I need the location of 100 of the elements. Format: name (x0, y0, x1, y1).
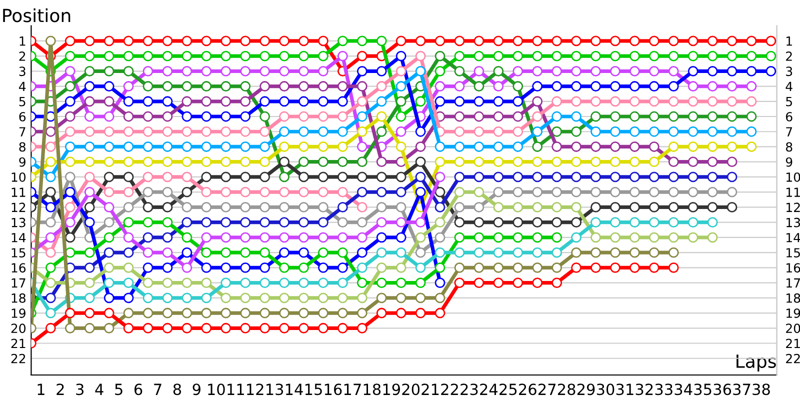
x-tick-label: 36 (714, 384, 732, 396)
point (746, 66, 757, 76)
x-tick-label: 21 (422, 384, 439, 395)
point (279, 262, 290, 273)
point (590, 186, 601, 198)
point (571, 217, 582, 228)
point (201, 126, 212, 137)
point (415, 126, 426, 137)
point (512, 156, 524, 168)
point (318, 96, 328, 107)
point (104, 66, 114, 76)
point (571, 126, 582, 137)
point (104, 262, 114, 273)
point (123, 96, 134, 107)
point (220, 111, 232, 122)
point (415, 36, 426, 46)
point (610, 172, 620, 182)
point (182, 111, 192, 122)
point (396, 292, 406, 304)
point (201, 322, 212, 334)
y2-tick-label: 1 (786, 36, 792, 46)
point (376, 262, 387, 273)
point (707, 126, 718, 137)
point (318, 156, 328, 168)
y-tick-label: 14 (12, 233, 26, 242)
point (707, 50, 718, 62)
point (45, 322, 56, 334)
point (493, 186, 504, 198)
point (688, 96, 698, 107)
point (84, 50, 95, 62)
x-tick-label: 26 (519, 384, 536, 396)
point (182, 278, 192, 288)
point (746, 50, 757, 62)
point (454, 111, 465, 122)
y2-tick-label: 22 (786, 354, 800, 364)
point (552, 142, 562, 152)
point (298, 81, 309, 92)
point (201, 217, 212, 228)
point (142, 66, 154, 76)
point (182, 156, 192, 168)
point (45, 126, 56, 137)
point (396, 262, 406, 273)
point (610, 81, 620, 92)
point (356, 156, 368, 168)
point (454, 50, 465, 62)
x-tick-label: 31 (616, 384, 634, 396)
point (162, 142, 173, 152)
point (298, 202, 309, 212)
point (142, 202, 154, 212)
point (434, 66, 446, 76)
point (434, 172, 446, 182)
point (396, 96, 406, 107)
point (668, 186, 679, 198)
x-tick-label: 38 (752, 384, 770, 396)
point (123, 322, 134, 334)
point (123, 36, 134, 46)
point (142, 111, 154, 122)
point (434, 186, 446, 198)
point (552, 111, 562, 122)
point (610, 186, 620, 198)
point (298, 36, 309, 46)
point (162, 156, 173, 168)
point (142, 232, 154, 243)
y-tick-label: 22 (11, 354, 26, 364)
point (512, 217, 524, 228)
point (552, 156, 562, 168)
point (201, 81, 212, 92)
point (298, 186, 309, 198)
point (64, 202, 76, 212)
point (162, 217, 173, 228)
point (415, 96, 426, 107)
point (532, 156, 543, 168)
point (629, 156, 640, 168)
point (182, 232, 192, 243)
point (279, 36, 290, 46)
point (298, 232, 309, 243)
point (610, 232, 620, 243)
y2-tick-label: 20 (786, 324, 800, 334)
point (668, 247, 679, 258)
x-tick-label: 22 (441, 384, 458, 395)
x-tick-label: 25 (500, 384, 517, 396)
point (726, 186, 738, 198)
point (318, 232, 328, 243)
point (337, 126, 348, 137)
point (64, 232, 76, 243)
point (45, 142, 56, 152)
point (182, 247, 192, 258)
point (182, 292, 192, 304)
y2-tick-label: 8 (786, 142, 792, 152)
point (512, 232, 524, 243)
point (182, 202, 192, 212)
point (512, 186, 524, 198)
y2-tick-label: 10 (786, 172, 800, 182)
point (648, 81, 660, 92)
point (532, 142, 543, 152)
point (123, 111, 134, 122)
point (104, 202, 114, 212)
point (260, 156, 270, 168)
point (64, 36, 76, 46)
point (279, 172, 290, 182)
